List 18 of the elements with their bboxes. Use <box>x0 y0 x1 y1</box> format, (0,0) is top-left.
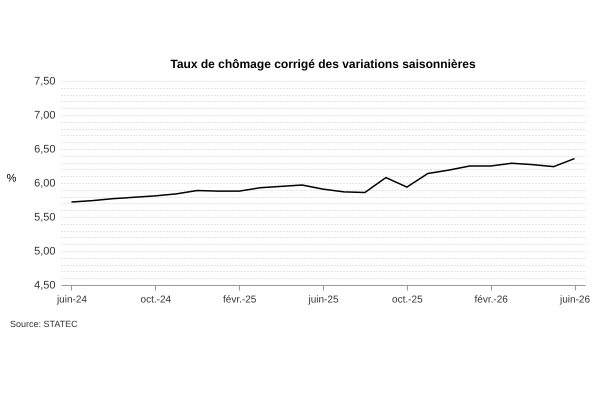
y-axis-title: % <box>6 172 17 184</box>
y-tick-label: 6,00 <box>34 178 56 190</box>
x-tick-label: févr.-25 <box>222 294 257 306</box>
x-tick-label: juin-26 <box>559 294 590 306</box>
x-tick-label: oct.-24 <box>140 294 172 306</box>
x-tick-label: juin-24 <box>56 294 88 306</box>
chart-title: Taux de chômage corrigé des variations saisonnières <box>170 57 476 71</box>
y-tick-label: 7,00 <box>34 110 56 122</box>
y-tick-label: 5,00 <box>34 246 56 258</box>
y-tick-label: 7,50 <box>34 76 56 88</box>
x-tick-label: févr.-26 <box>474 294 508 306</box>
line-series <box>70 158 576 203</box>
source-note: Source: STATEC <box>10 319 78 329</box>
x-tick-label: oct.-25 <box>392 294 424 306</box>
y-tick-label: 6,50 <box>34 144 56 156</box>
y-tick-label: 4,50 <box>34 280 56 292</box>
x-tick-label: juin-25 <box>307 294 339 306</box>
y-tick-label: 5,50 <box>34 212 56 224</box>
